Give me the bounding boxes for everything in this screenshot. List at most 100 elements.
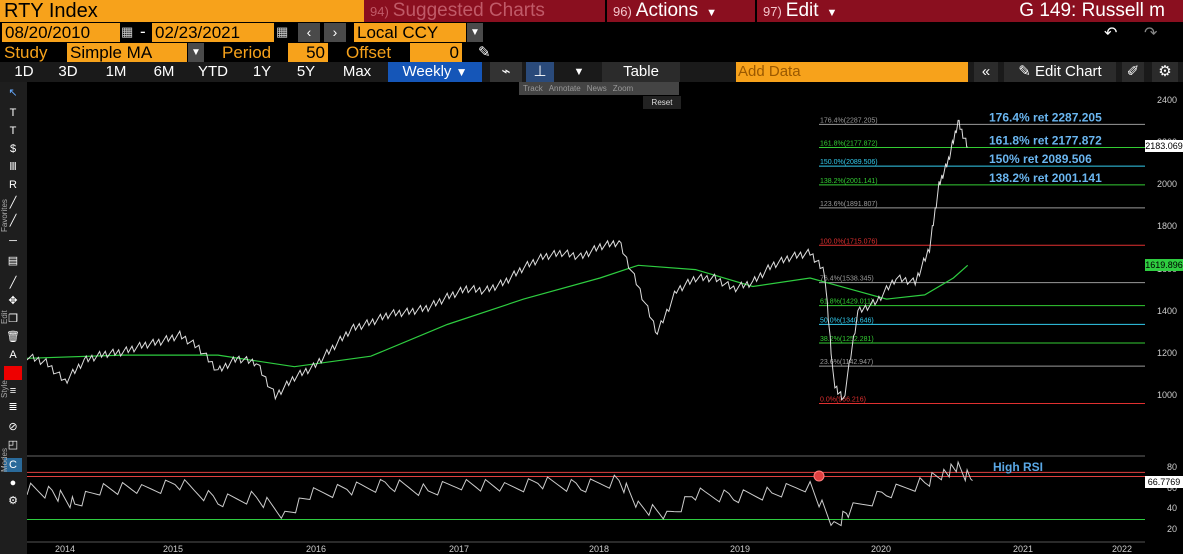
popup-news[interactable]: News [586, 84, 607, 93]
period-1d[interactable]: 1D [14, 63, 34, 80]
suggested-label: Suggested Charts [392, 0, 545, 21]
offset-label: Offset [346, 43, 392, 62]
style-label: Style [0, 380, 9, 398]
text-box-icon[interactable]: T [9, 125, 17, 137]
rsi-label: High RSI [993, 460, 1043, 474]
popup-annotate[interactable]: Annotate [548, 84, 581, 93]
chevron-down-icon[interactable]: ▼ [573, 66, 585, 78]
fib-level-label: 123.6%(1891.807) [820, 201, 878, 208]
fib-level-label: 50.0%(1340.646) [820, 317, 874, 324]
offset-input[interactable]: 0 [410, 43, 462, 62]
add-data-input[interactable]: Add Data [736, 62, 968, 82]
calendar-icon[interactable]: ▦ [121, 24, 134, 39]
edit-chart-button[interactable]: ✎ Edit Chart [1004, 62, 1116, 82]
x-tick-label: 2016 [306, 544, 327, 554]
copy-icon[interactable]: ❐ [8, 313, 18, 325]
line-style-icon[interactable]: ≣ [8, 401, 18, 413]
annotate-icon[interactable]: ✐ [1122, 62, 1144, 82]
study-select[interactable]: Simple MA [67, 43, 187, 62]
undo-icon[interactable]: ↶ [1104, 25, 1118, 42]
period-input[interactable]: 50 [288, 43, 328, 62]
moving-average-line [27, 264, 969, 368]
trendline-icon[interactable]: ╱ [9, 197, 17, 209]
annotation-popup: Track Annotate News Zoom [519, 82, 679, 95]
pencil-icon[interactable]: ✎ [478, 44, 491, 61]
next-period-button[interactable]: › [324, 23, 346, 42]
period-1m[interactable]: 1M [105, 63, 127, 80]
fib-level-label: 61.8%(1429.011) [820, 299, 873, 306]
period-1y[interactable]: 1Y [252, 63, 272, 80]
palette-icon[interactable]: ● [9, 477, 17, 489]
ray-icon[interactable]: ╱ [9, 215, 17, 227]
edit-side-label: Edit [0, 310, 9, 324]
period-max[interactable]: Max [342, 63, 372, 80]
y-axis: 2400220020001800160014001200100080604020… [1145, 82, 1183, 554]
chevron-down-icon: ▼ [706, 7, 717, 19]
table-button[interactable]: Table [602, 62, 680, 82]
fib-icon[interactable]: Ⅲ [9, 161, 17, 173]
font-icon[interactable]: A [9, 349, 17, 361]
line-icon[interactable]: ╱ [9, 277, 17, 289]
y-tick-label: 1200 [1156, 348, 1177, 359]
prev-period-button[interactable]: ‹ [298, 23, 320, 42]
redo-icon[interactable]: ↷ [1144, 25, 1158, 42]
x-tick-label: 2017 [449, 544, 470, 554]
period-5y[interactable]: 5Y [296, 63, 316, 80]
fib-callout: 176.4% ret 2287.205 [989, 110, 1102, 124]
gear-icon[interactable]: ⚙ [8, 495, 18, 507]
x-tick-label: 2019 [730, 544, 751, 554]
fib-level-label: 38.2%(1252.281) [820, 336, 874, 343]
edit-num: 97) [763, 4, 782, 19]
rsi-line [27, 460, 973, 527]
bar-chart-icon[interactable]: ⊥ [526, 62, 554, 82]
channel-icon[interactable]: ▤ [7, 255, 19, 267]
chevron-down-icon[interactable]: ▼ [467, 23, 483, 42]
text-icon[interactable]: T [9, 107, 17, 119]
price-chart[interactable]: 176.4%(2287.205) 176.4% ret 2287.205 161.8… [27, 82, 1147, 554]
popup-zoom[interactable]: Zoom [612, 84, 634, 93]
chevron-down-icon[interactable]: ▼ [188, 43, 204, 62]
suggested-charts-menu[interactable]: 94) Suggested Charts [370, 0, 602, 22]
chart-mode-icon[interactable]: C [4, 458, 22, 472]
frequency-select[interactable]: Weekly ▼ [388, 62, 482, 82]
period-ytd[interactable]: YTD [198, 63, 228, 80]
x-tick-label: 2014 [55, 544, 76, 554]
fib-level-label: 176.4%(2287.205) [820, 117, 878, 124]
trash-icon[interactable]: 🗑 [6, 331, 20, 343]
collapse-icon[interactable]: « [974, 62, 998, 82]
x-tick-label: 2018 [589, 544, 610, 554]
study-label: Study [4, 43, 48, 62]
frequency-label: Weekly [402, 63, 452, 80]
y-tick-label: 1000 [1156, 390, 1177, 401]
actions-menu[interactable]: 96) Actions ▼ [605, 0, 753, 22]
price-label-icon[interactable]: $ [9, 143, 17, 155]
fib-level-label: 76.4%(1538.345) [820, 276, 874, 283]
retracement-icon[interactable]: R [9, 179, 17, 191]
end-date-input[interactable]: 02/23/2021 [152, 23, 274, 42]
cursor-icon[interactable]: ↖ [8, 87, 18, 99]
line-width-icon[interactable]: ≡ [9, 385, 17, 397]
layers-icon[interactable]: ◰ [7, 439, 19, 451]
period-3d[interactable]: 3D [58, 63, 78, 80]
x-tick-label: 2020 [871, 544, 892, 554]
chevron-down-icon: ▼ [826, 7, 838, 19]
calendar-icon[interactable]: ▦ [276, 24, 289, 39]
color-swatch-icon[interactable] [4, 366, 22, 380]
y-tick-label: 2400 [1156, 94, 1177, 105]
reset-button[interactable]: Reset [643, 96, 681, 109]
edit-menu[interactable]: 97) Edit ▼ [755, 0, 863, 22]
security-title[interactable]: RTY Index [0, 0, 364, 22]
start-date-input[interactable]: 08/20/2010 [2, 23, 120, 42]
erase-icon[interactable]: ⊘ [8, 421, 18, 433]
popup-track[interactable]: Track [523, 84, 543, 93]
horizontal-line-icon[interactable]: ─ [9, 235, 17, 247]
period-6m[interactable]: 6M [153, 63, 175, 80]
currency-select[interactable]: Local CCY [354, 23, 466, 42]
gear-icon[interactable]: ⚙ [1152, 62, 1178, 82]
move-icon[interactable]: ✥ [8, 295, 18, 307]
line-chart-icon[interactable]: ⌁ [490, 62, 522, 82]
fib-callout: 150% ret 2089.506 [989, 152, 1092, 166]
chevron-down-icon: ▼ [455, 65, 468, 79]
y-tick-label: 2000 [1156, 179, 1177, 190]
edit-label: Edit [785, 0, 819, 21]
